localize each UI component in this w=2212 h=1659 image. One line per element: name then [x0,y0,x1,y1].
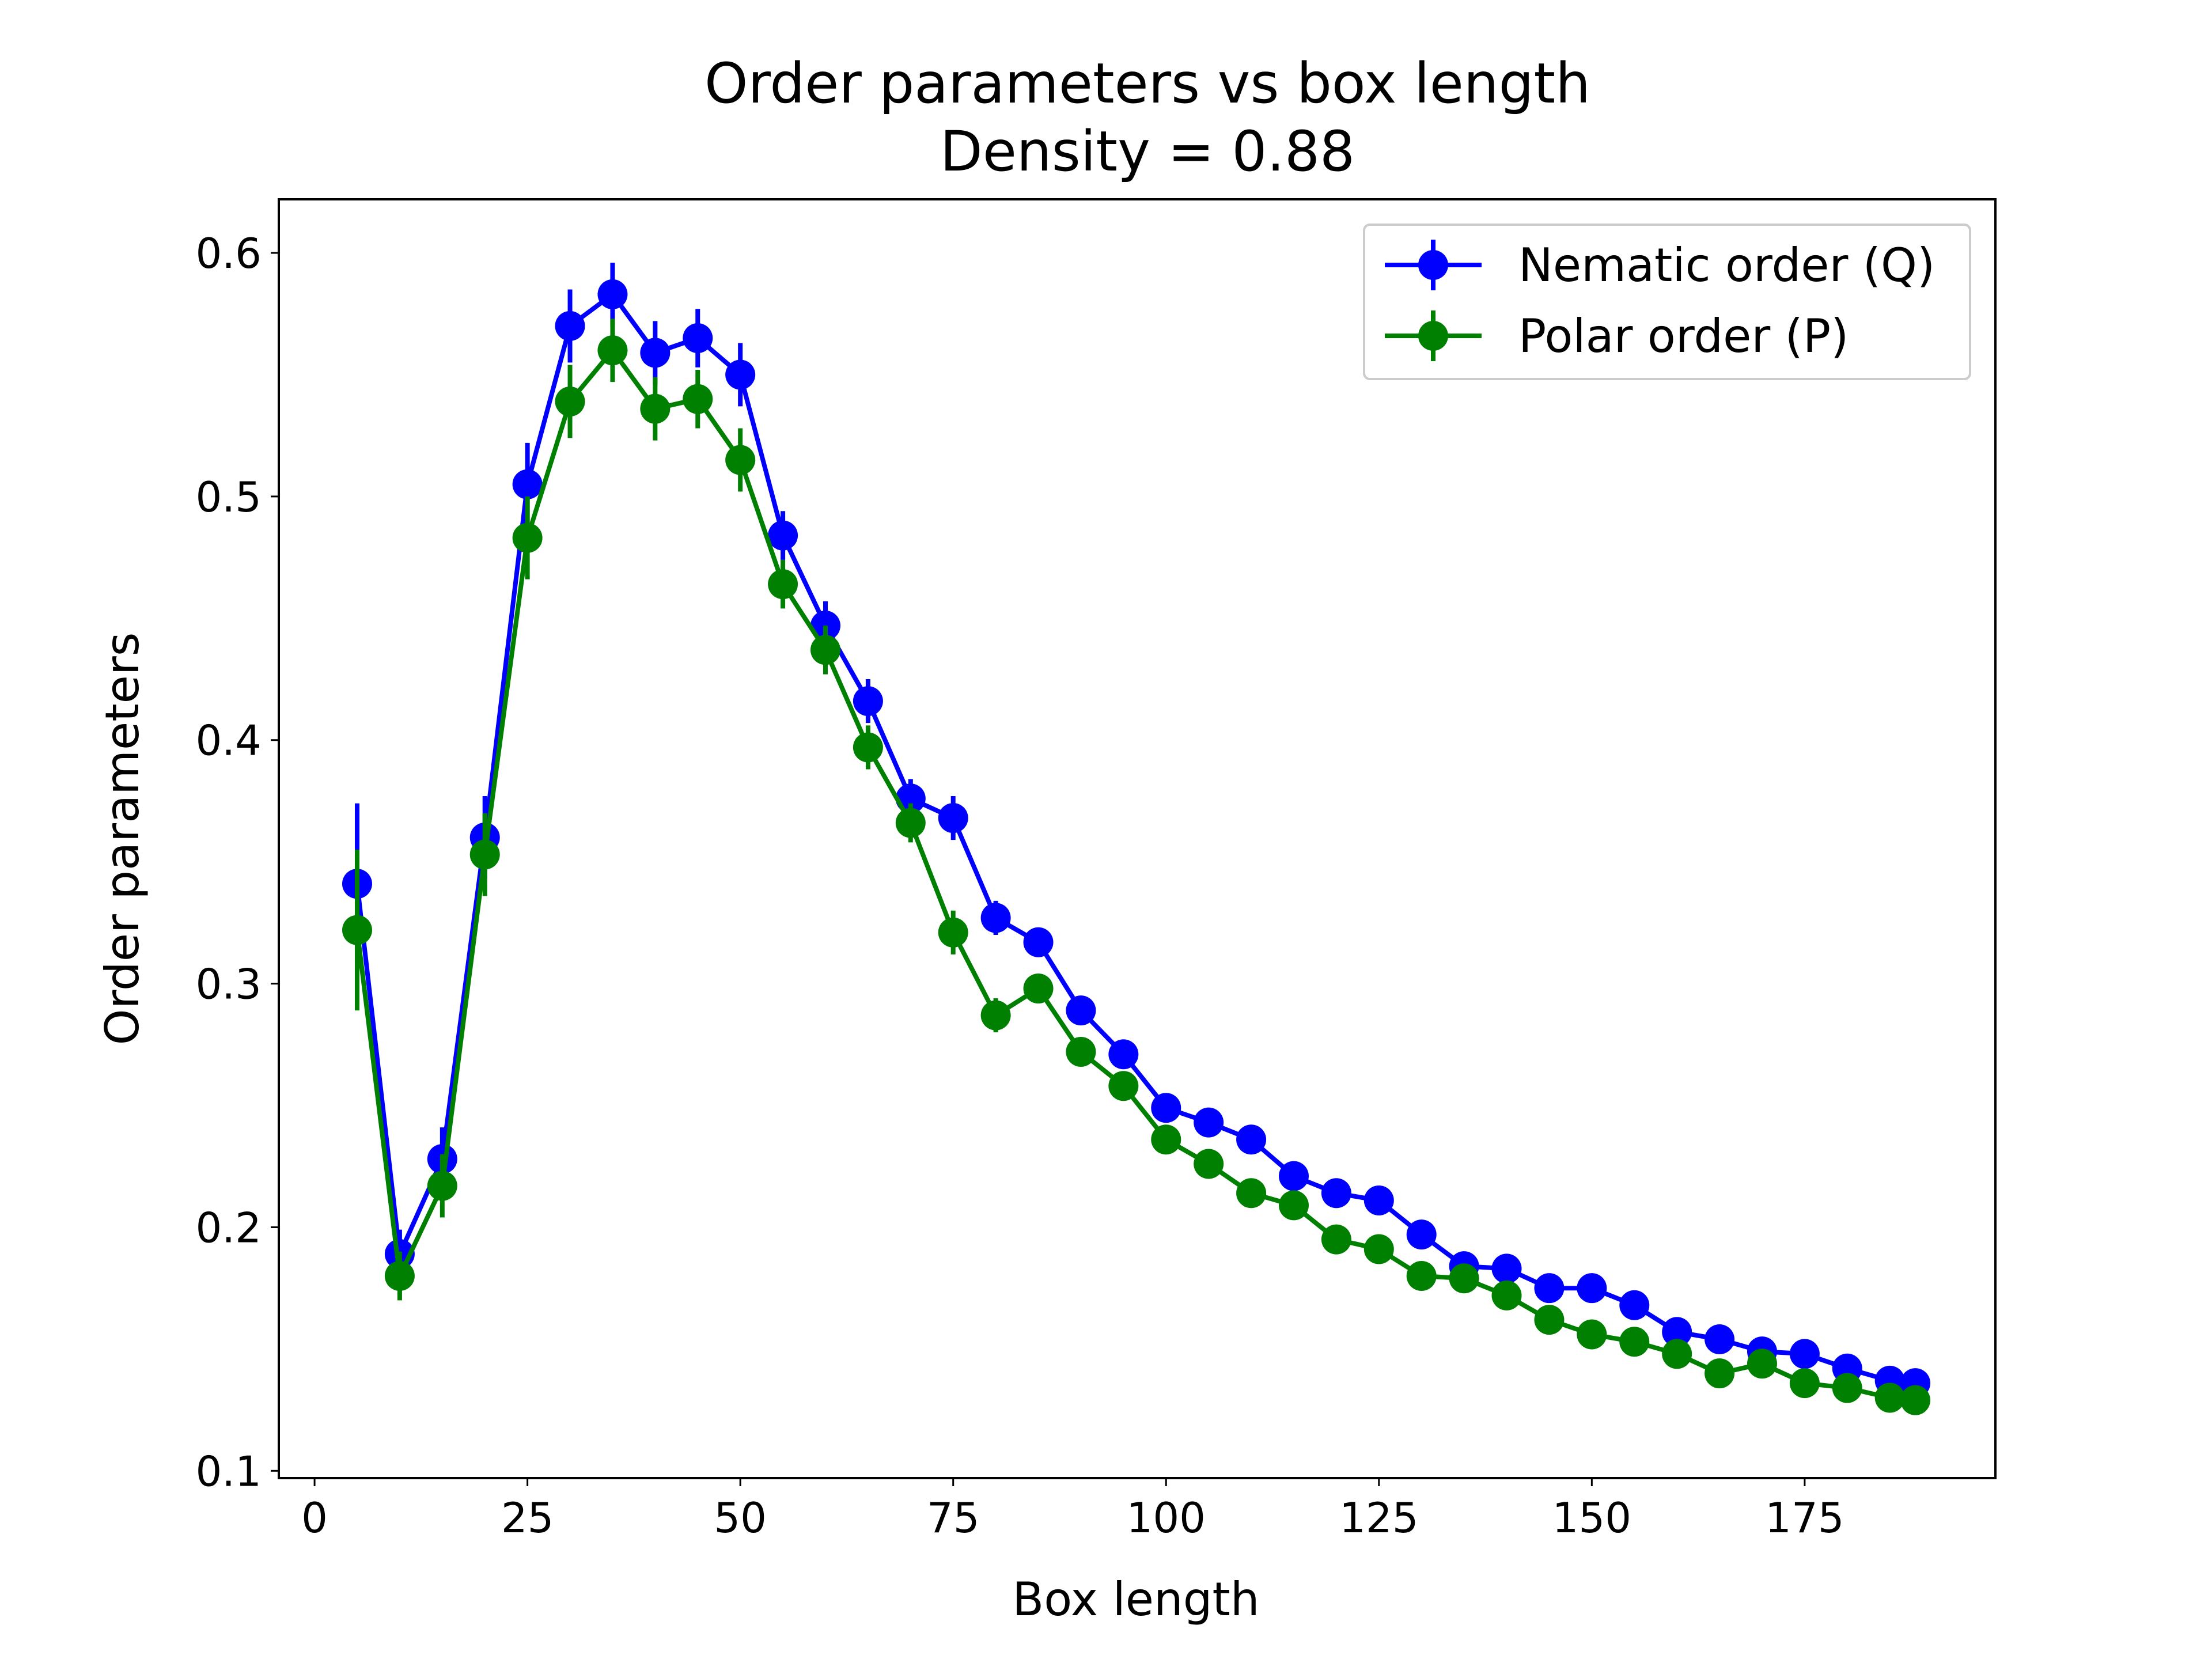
x-tick-label: 25 [501,1494,554,1542]
data-point-polar [1194,1149,1224,1179]
data-point-nematic [1662,1317,1692,1347]
data-point-polar [640,393,671,424]
plot-area [342,262,1931,1415]
y-tick-label: 0.1 [195,1447,262,1495]
data-point-polar [1832,1373,1862,1403]
data-point-polar [1491,1280,1522,1310]
x-tick-label: 50 [714,1494,767,1542]
x-tick-label: 75 [927,1494,980,1542]
chart-title: Order parameters vs box length [704,51,1590,116]
data-point-nematic [1705,1324,1735,1354]
data-point-nematic [1363,1185,1394,1215]
y-tick-label: 0.5 [195,473,262,521]
y-tick-label: 0.2 [195,1203,262,1252]
x-tick-label: 175 [1765,1494,1844,1542]
data-point-nematic [725,359,756,390]
data-point-polar [1577,1319,1607,1350]
data-point-nematic [683,323,713,354]
data-point-nematic [1151,1093,1181,1123]
data-point-polar [1534,1305,1565,1335]
data-point-nematic [1789,1339,1820,1369]
data-point-polar [810,635,840,665]
data-point-nematic [853,686,883,717]
data-point-nematic [1023,927,1054,957]
data-point-polar [1619,1327,1650,1357]
x-tick-label: 125 [1339,1494,1418,1542]
data-point-polar [768,569,798,600]
data-point-polar [1747,1349,1777,1379]
data-point-polar [853,732,883,763]
legend-polar-marker [1418,321,1448,351]
data-point-nematic [1194,1107,1224,1138]
data-point-polar [1363,1234,1394,1264]
data-point-polar [1874,1382,1905,1413]
data-point-nematic [1577,1273,1607,1304]
data-point-polar [1066,1037,1096,1067]
data-point-polar [1789,1368,1820,1399]
x-axis-label: Box length [1012,1573,1259,1626]
plot-frame [278,198,1997,1479]
x-tick-label: 0 [301,1494,328,1542]
data-point-nematic [640,338,671,368]
data-point-polar [342,915,372,945]
data-point-polar [1662,1339,1692,1369]
data-point-polar [555,386,585,416]
legend-box [1363,224,1971,380]
legend-item-polar: Polar order (P) [1385,309,1849,363]
data-point-polar [980,1000,1011,1031]
data-point-polar [1151,1124,1181,1155]
data-point-nematic [1321,1178,1351,1209]
data-point-nematic [1108,1039,1139,1070]
series-polar [342,319,1931,1415]
chart-subtitle: Density = 0.88 [940,119,1355,184]
legend-nematic-label: Nematic order (Q) [1518,238,1935,292]
data-point-nematic [1491,1253,1522,1284]
data-point-nematic [1619,1290,1650,1320]
data-point-nematic [1278,1161,1309,1191]
legend: Nematic order (Q) Polar order (P) [1363,224,1971,380]
x-axis: 0 25 50 75 100 125 150 175 [301,1478,1844,1542]
data-point-polar [1278,1190,1309,1221]
y-tick-label: 0.3 [195,960,262,1009]
data-point-polar [895,808,926,838]
y-tick-label: 0.4 [195,717,262,765]
data-point-nematic [597,279,628,309]
legend-nematic-marker [1418,250,1448,280]
data-point-polar [938,917,968,948]
data-point-polar [597,335,628,366]
data-point-polar [469,839,500,870]
y-axis: 0.1 0.2 0.3 0.4 0.5 0.6 [195,229,279,1495]
data-point-polar [427,1171,457,1201]
data-point-nematic [768,520,798,551]
data-point-nematic [512,469,543,499]
data-point-nematic [1406,1219,1437,1250]
data-point-polar [1321,1224,1351,1255]
x-tick-label: 150 [1552,1494,1631,1542]
data-point-polar [683,384,713,414]
data-point-nematic [1066,995,1096,1026]
data-point-polar [1449,1263,1479,1294]
legend-item-nematic: Nematic order (Q) [1385,238,1935,292]
x-tick-label: 100 [1127,1494,1206,1542]
data-point-polar [725,445,756,475]
y-tick-label: 0.6 [195,229,262,278]
data-point-polar [1406,1261,1437,1291]
data-point-nematic [938,803,968,834]
data-point-polar [1023,974,1054,1004]
data-point-nematic [555,310,585,341]
data-point-polar [1900,1385,1931,1415]
data-point-polar [1236,1178,1267,1209]
data-point-nematic [980,903,1011,933]
data-point-nematic [1534,1273,1565,1304]
data-point-polar [1705,1358,1735,1389]
data-point-polar [512,522,543,553]
data-point-nematic [1236,1124,1267,1155]
y-axis-label: Order parameters [96,632,149,1046]
data-point-polar [1108,1071,1139,1101]
data-point-polar [384,1261,415,1291]
legend-polar-label: Polar order (P) [1518,309,1849,363]
